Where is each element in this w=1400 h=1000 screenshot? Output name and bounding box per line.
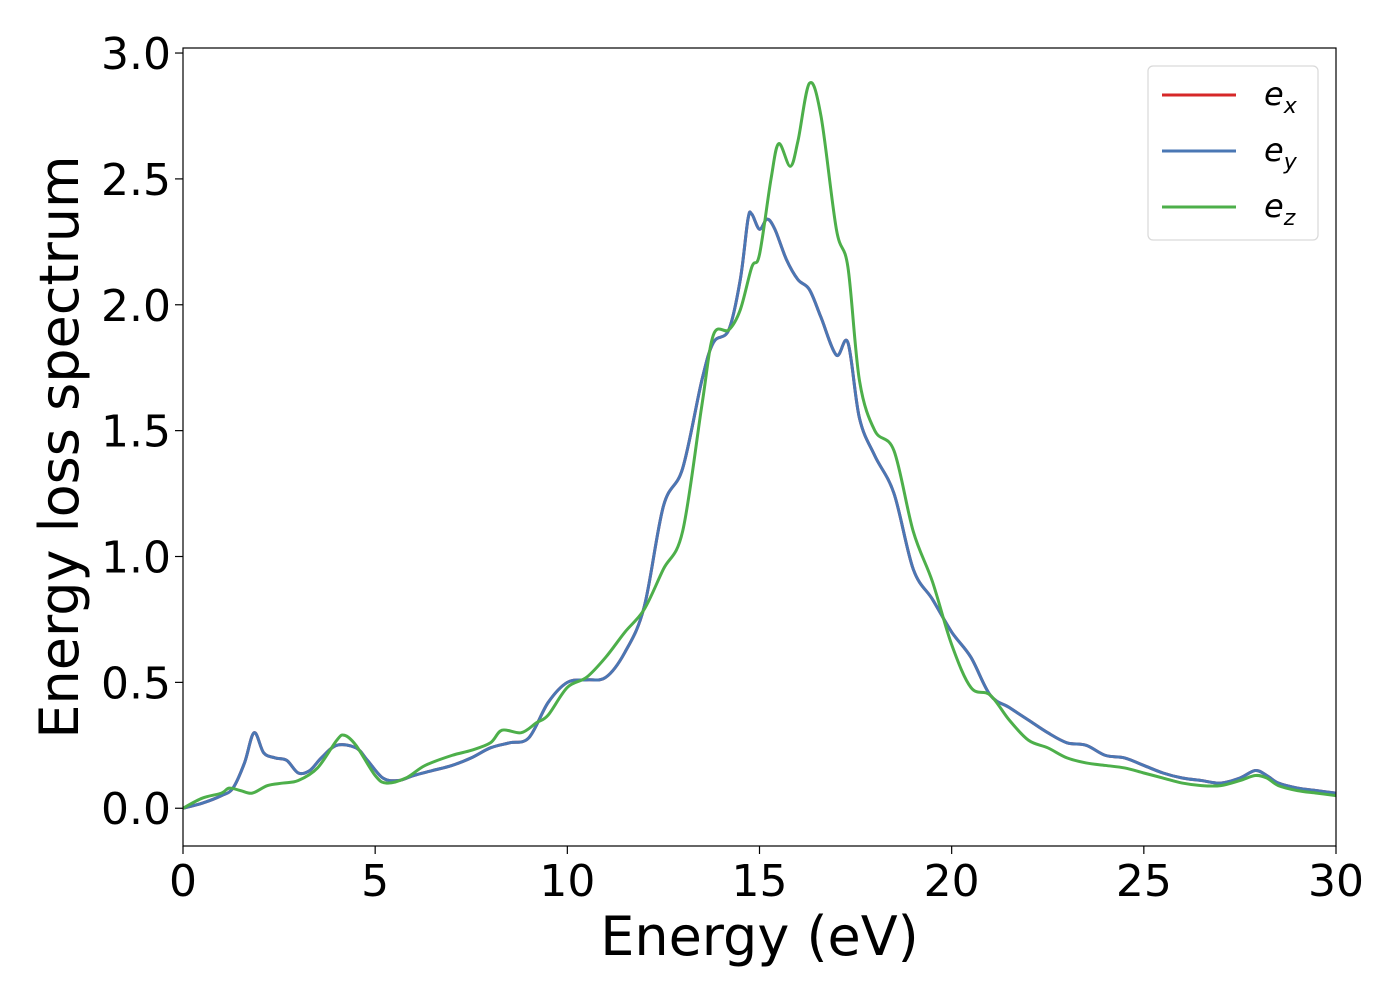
y-tick-label: 3.0 — [101, 29, 171, 80]
x-tick-label: 15 — [732, 856, 788, 907]
x-tick-label: 0 — [169, 856, 197, 907]
x-tick-label: 5 — [361, 856, 389, 907]
x-tick-label: 20 — [924, 856, 980, 907]
y-tick-label: 2.0 — [101, 281, 171, 332]
series-layer — [183, 80, 1336, 810]
x-axis-label: Energy (eV) — [600, 905, 919, 968]
x-tick-label: 25 — [1116, 856, 1172, 907]
series-line-y — [183, 210, 1336, 810]
series-line-x — [183, 210, 1336, 810]
x-axis: 0 5 10 15 20 25 30 — [169, 846, 1364, 907]
x-tick-label: 30 — [1308, 856, 1364, 907]
y-tick-label: 2.5 — [101, 155, 171, 206]
y-tick-label: 1.0 — [101, 533, 171, 584]
x-tick-label: 10 — [539, 856, 595, 907]
y-axis: 0.0 0.5 1.0 1.5 2.0 2.5 3.0 — [101, 29, 183, 835]
legend-label-z: ez — [1264, 187, 1296, 231]
y-axis-label: Energy loss spectrum — [28, 155, 91, 738]
y-tick-label: 1.5 — [101, 407, 171, 458]
y-tick-label: 0.5 — [101, 658, 171, 709]
series-line-z — [183, 80, 1336, 810]
legend-box — [1147, 65, 1319, 241]
y-tick-label: 0.0 — [101, 784, 171, 835]
